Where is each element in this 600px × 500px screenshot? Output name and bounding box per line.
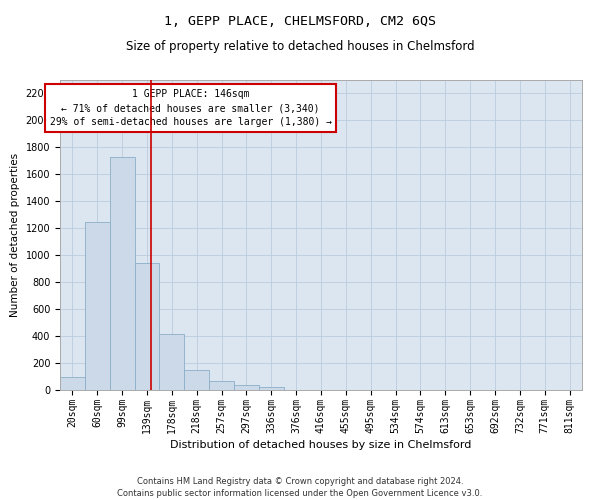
Bar bbox=[234, 386, 259, 390]
Bar bbox=[160, 334, 184, 390]
Text: Contains HM Land Registry data © Crown copyright and database right 2024.
Contai: Contains HM Land Registry data © Crown c… bbox=[118, 476, 482, 498]
Bar bbox=[85, 222, 110, 390]
Text: 1 GEPP PLACE: 146sqm
← 71% of detached houses are smaller (3,340)
29% of semi-de: 1 GEPP PLACE: 146sqm ← 71% of detached h… bbox=[49, 90, 331, 128]
Bar bbox=[110, 157, 134, 390]
Bar bbox=[134, 264, 160, 390]
Bar bbox=[259, 388, 284, 390]
Bar bbox=[209, 380, 234, 390]
Text: Size of property relative to detached houses in Chelmsford: Size of property relative to detached ho… bbox=[125, 40, 475, 53]
Bar bbox=[60, 376, 85, 390]
Bar bbox=[184, 370, 209, 390]
X-axis label: Distribution of detached houses by size in Chelmsford: Distribution of detached houses by size … bbox=[170, 440, 472, 450]
Y-axis label: Number of detached properties: Number of detached properties bbox=[10, 153, 20, 317]
Text: 1, GEPP PLACE, CHELMSFORD, CM2 6QS: 1, GEPP PLACE, CHELMSFORD, CM2 6QS bbox=[164, 15, 436, 28]
